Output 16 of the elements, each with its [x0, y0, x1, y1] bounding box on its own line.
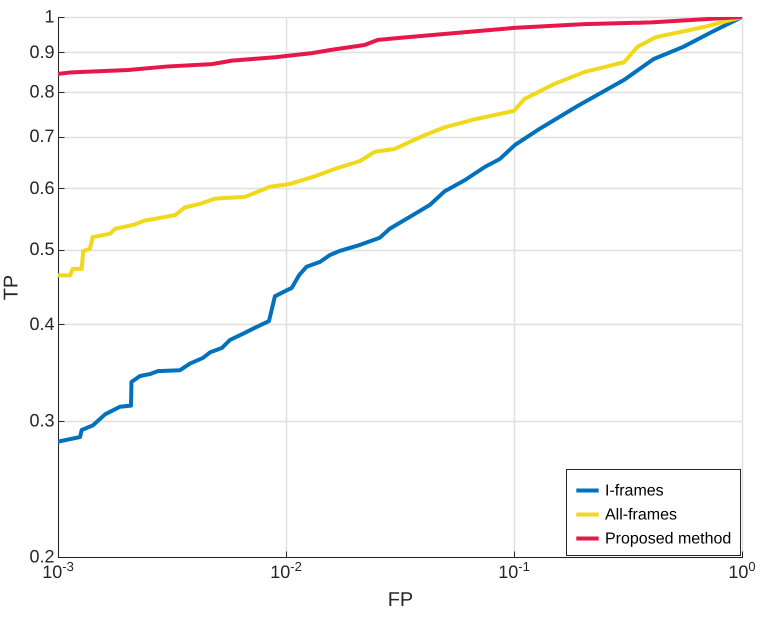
y-tick-label: 1	[44, 6, 54, 26]
x-tick-label: 10$^{-1}$	[498, 558, 530, 582]
y-tick-label: 0.7	[29, 126, 54, 146]
y-tick-label: 0.5	[29, 239, 54, 260]
x-tick-label: 10$^{-2}$	[270, 558, 302, 582]
legend-label: I-frames	[605, 482, 664, 500]
x-axis-title: FP	[388, 589, 414, 611]
y-tick-label: 0.3	[29, 410, 54, 430]
y-tick-label: 0.9	[29, 42, 54, 62]
legend-label: All-frames	[605, 506, 678, 524]
y-tick-label: 0.8	[29, 81, 54, 102]
y-axis-title: TP	[0, 274, 22, 300]
y-tick-label: 0.6	[29, 178, 54, 198]
y-tick-label: 0.4	[29, 314, 54, 334]
x-tick-label: 10$^{0}$	[728, 558, 756, 582]
legend-label: Proposed method	[605, 530, 732, 548]
